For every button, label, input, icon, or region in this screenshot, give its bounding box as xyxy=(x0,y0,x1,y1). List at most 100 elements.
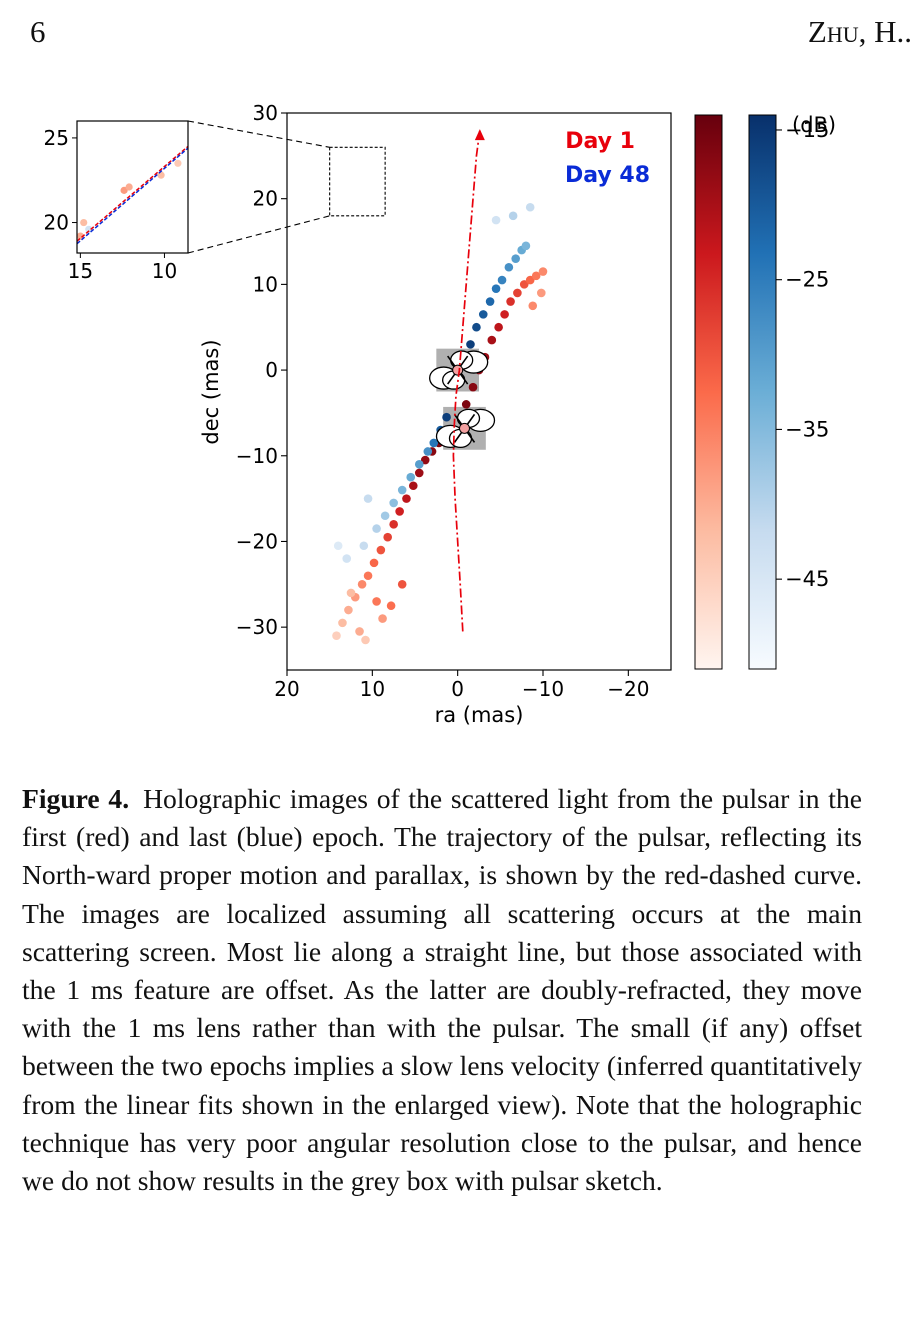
legend-entry-day1: Day 1 xyxy=(565,129,635,154)
main-scatter-plot: 20 10 0 −10 −20 30 20 10 0 −10 −20 −30 ra (mas) dec… xyxy=(199,101,672,727)
day48-point xyxy=(429,438,439,448)
day1-point xyxy=(357,580,367,589)
zoom-connector-lines xyxy=(187,120,330,254)
day1-point xyxy=(528,301,538,311)
x-tick-label: 0 xyxy=(451,677,464,701)
colorbar-tick-label: −15 xyxy=(785,118,829,142)
x-tick-label: −10 xyxy=(522,677,564,701)
day48-point xyxy=(414,460,424,469)
day48-point xyxy=(478,310,488,319)
day1-point xyxy=(402,494,411,503)
day48-point xyxy=(511,254,520,263)
y-axis-label: dec (mas) xyxy=(199,339,223,444)
day48-point xyxy=(380,511,390,521)
day1-point xyxy=(376,545,386,555)
day48-point xyxy=(472,322,481,332)
colorbar-tick-label: −35 xyxy=(785,417,829,441)
day48-point xyxy=(423,447,433,456)
day1-point xyxy=(389,520,398,529)
day1-point xyxy=(395,507,404,516)
day1-point xyxy=(519,280,529,289)
day48-point xyxy=(485,297,495,306)
y-tick-label: 20 xyxy=(253,187,278,211)
pulsar-trajectory xyxy=(452,130,481,632)
colorbar-unit-label: (dB) xyxy=(792,113,836,137)
day48-point xyxy=(508,211,518,221)
day1-point xyxy=(536,288,546,298)
day1-point xyxy=(487,335,497,345)
day48-point xyxy=(333,541,343,551)
y-tick-label: 30 xyxy=(253,101,278,125)
day1-point xyxy=(397,580,407,589)
day1-point xyxy=(355,627,364,636)
day48-point xyxy=(525,202,535,212)
day1-point xyxy=(531,271,541,281)
inset-y-tick-label: 20 xyxy=(44,211,69,235)
day1-point xyxy=(344,605,353,615)
colorbar-day1 xyxy=(694,114,723,670)
day1-point xyxy=(369,558,379,568)
day48-point xyxy=(491,284,501,293)
day1-point xyxy=(525,275,535,285)
day48-point xyxy=(521,241,531,251)
day1-point xyxy=(378,614,387,623)
x-tick-label: 10 xyxy=(360,677,385,701)
inset-point xyxy=(77,232,84,240)
inset-y-tick-label: 25 xyxy=(44,126,69,150)
y-tick-label: −10 xyxy=(236,444,278,468)
day1-point xyxy=(420,455,430,465)
day1-point xyxy=(414,468,424,478)
day1-point xyxy=(338,618,347,628)
day1-point xyxy=(383,532,392,542)
day48-point xyxy=(442,412,451,422)
caption-text: Holographic images of the scattered ligh… xyxy=(22,783,862,1197)
caption-label: Figure 4. xyxy=(22,783,130,814)
figure-caption: Figure 4. Holographic images of the scatt… xyxy=(22,780,862,1200)
day48-point xyxy=(491,215,501,225)
y-tick-label: 0 xyxy=(265,358,278,382)
legend-entry-day48: Day 48 xyxy=(565,163,650,188)
day1-point xyxy=(461,400,471,409)
day1-point xyxy=(408,481,418,491)
day1-point xyxy=(513,288,522,298)
inset-x-tick-label: 10 xyxy=(152,259,177,283)
colorbar-day48: (dB) −15 −25 −35 −45 xyxy=(748,113,836,670)
day1-point xyxy=(361,635,370,645)
y-tick-label: 10 xyxy=(253,272,278,296)
x-tick-label: −20 xyxy=(607,677,649,701)
day48-point xyxy=(504,262,514,272)
pulsar-sketch xyxy=(435,408,496,448)
day1-point xyxy=(494,322,503,332)
day1-point xyxy=(538,267,548,276)
x-tick-label: 20 xyxy=(274,677,299,701)
x-axis-label: ra (mas) xyxy=(435,703,524,727)
day1-point xyxy=(363,571,373,581)
inset-point xyxy=(120,186,128,194)
day1-point xyxy=(372,597,381,606)
inset-frame xyxy=(76,120,189,254)
day48-point xyxy=(359,541,369,551)
day1-point xyxy=(468,382,478,392)
day48-point xyxy=(466,340,475,349)
main-plot-frame xyxy=(286,112,672,671)
day1-point xyxy=(386,601,396,611)
figure-4: 20 10 0 −10 −20 30 20 10 0 −10 −20 −30 ra (mas) dec… xyxy=(44,101,837,727)
y-tick-label: −20 xyxy=(236,529,278,553)
y-tick-label: −30 xyxy=(236,615,278,639)
page-number: 6 xyxy=(30,14,46,49)
day48-point xyxy=(497,275,507,285)
inset-x-tick-label: 15 xyxy=(68,259,93,283)
colorbar-tick-label: −25 xyxy=(785,268,829,292)
day48-point xyxy=(397,485,407,495)
day48-point xyxy=(406,472,416,482)
day48-point xyxy=(342,554,352,563)
inset-point xyxy=(174,159,182,167)
colorbar-tick-label: −45 xyxy=(785,567,829,591)
inset-point xyxy=(125,183,133,191)
trajectory-arrowhead xyxy=(474,129,485,141)
running-head: Zhu, H.. xyxy=(807,14,912,49)
day1-point xyxy=(346,588,356,598)
inset-point xyxy=(80,218,88,227)
day48-point xyxy=(389,498,398,508)
day1-point xyxy=(506,297,515,306)
